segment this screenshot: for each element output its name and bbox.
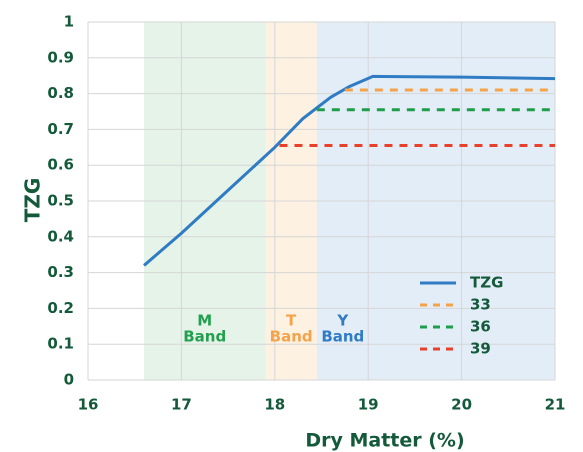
y-tick-label: 0.7 <box>47 120 74 138</box>
band-label: Band <box>183 328 226 346</box>
x-tick-label: 19 <box>358 396 379 414</box>
x-tick-label: 16 <box>78 396 99 414</box>
band-label: T <box>286 312 297 330</box>
x-axis-label: Dry Matter (%) <box>305 430 464 452</box>
x-tick-label: 18 <box>264 396 285 414</box>
band-label: Band <box>270 328 313 346</box>
y-tick-label: 1 <box>64 13 74 31</box>
y-tick-label: 0.6 <box>47 156 74 174</box>
x-tick-label: 20 <box>451 396 472 414</box>
x-tick-label: 17 <box>171 396 192 414</box>
x-tick-label: 21 <box>545 396 566 414</box>
y-tick-label: 0.4 <box>47 227 74 245</box>
legend-label: 39 <box>470 340 491 358</box>
y-tick-label: 0.2 <box>47 299 74 317</box>
band-label: M <box>197 312 212 330</box>
legend-label: 36 <box>470 318 491 336</box>
legend-label: TZG <box>470 274 503 292</box>
y-tick-label: 0.8 <box>47 84 74 102</box>
band-label: Y <box>336 312 349 330</box>
y-tick-label: 0.5 <box>47 192 74 210</box>
y-tick-label: 0.3 <box>47 263 74 281</box>
y-tick-label: 0.9 <box>47 48 74 66</box>
y-tick-label: 0 <box>64 371 74 389</box>
legend-label: 33 <box>470 296 491 314</box>
series-line <box>143 74 556 267</box>
y-tick-label: 0.1 <box>47 335 74 353</box>
band-label: Band <box>321 328 364 346</box>
y-axis-label: TZG <box>21 178 45 223</box>
